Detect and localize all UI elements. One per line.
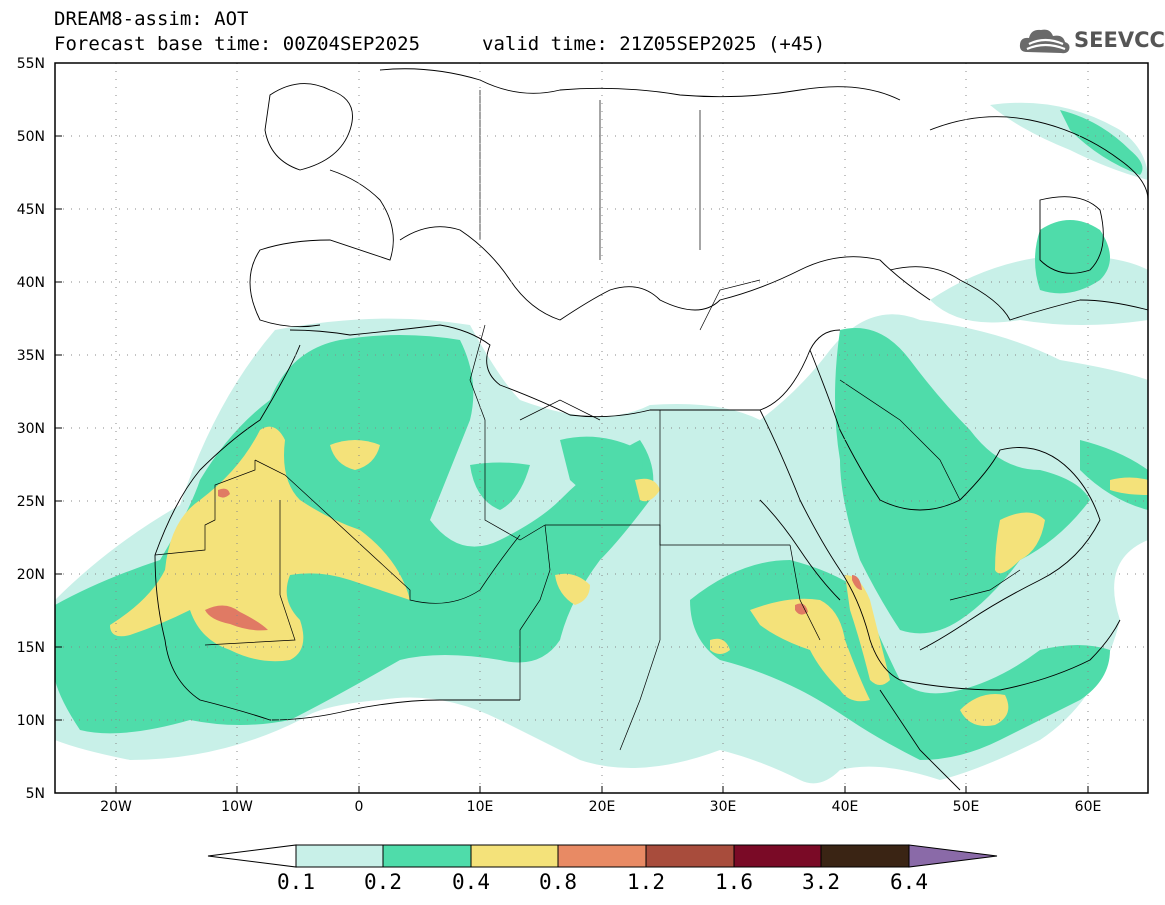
map-title: DREAM8-assim: AOT — [54, 8, 249, 30]
lat-label: 25N — [17, 494, 45, 510]
lat-label: 30N — [17, 421, 45, 437]
lat-label: 50N — [17, 129, 45, 145]
colorbar-swatch — [557, 844, 647, 868]
colorbar-swatch — [382, 844, 472, 868]
colorbar-swatch — [470, 844, 559, 868]
aot-field — [55, 102, 1148, 784]
valid-time: valid time: 21Z05SEP2025 (+45) — [482, 33, 826, 55]
aot-level-0-8 — [205, 488, 862, 631]
lon-label: 60E — [1075, 799, 1102, 815]
colorbar-low-arrow — [207, 844, 297, 868]
lat-label: 45N — [17, 202, 45, 218]
colorbar-label: 0.2 — [364, 870, 402, 894]
country-borders — [154, 90, 1021, 751]
colorbar-label: 0.1 — [277, 870, 315, 894]
lon-label: 50E — [953, 799, 980, 815]
colorbar-swatch — [295, 844, 384, 868]
logo-text: SEEVCCC — [1074, 28, 1165, 52]
lon-label: 10E — [467, 799, 494, 815]
colorbar-label: 3.2 — [802, 870, 840, 894]
seevccc-logo: SEEVCCC — [1017, 24, 1165, 58]
colorbar-swatch — [645, 844, 735, 868]
latitude-labels: 55N 50N 45N 40N 35N 30N 25N 20N 15N 10N … — [17, 56, 45, 802]
lon-label: 40E — [832, 799, 859, 815]
lon-label: 20E — [589, 799, 616, 815]
colorbar-label: 1.6 — [715, 870, 753, 894]
ticks — [55, 62, 1089, 794]
colorbar-label: 0.4 — [452, 870, 490, 894]
lat-label: 35N — [17, 348, 45, 364]
lat-label: 15N — [17, 640, 45, 656]
forecast-base-time: Forecast base time: 00Z04SEP2025 — [54, 33, 421, 55]
colorbar-high-arrow — [908, 844, 998, 868]
lat-label: 40N — [17, 275, 45, 291]
lon-label: 10W — [221, 799, 253, 815]
lat-label: 55N — [17, 56, 45, 72]
longitude-labels: 20W 10W 0 10E 20E 30E 40E 50E 60E — [100, 799, 1101, 815]
lon-label: 0 — [355, 799, 364, 815]
colorbar-label: 6.4 — [890, 870, 928, 894]
grid — [55, 63, 1148, 793]
colorbar-swatch — [733, 844, 822, 868]
lon-label: 30E — [710, 799, 737, 815]
colorbar-label: 0.8 — [539, 870, 577, 894]
colorbar — [207, 844, 998, 868]
lat-label: 10N — [17, 713, 45, 729]
lon-label: 20W — [100, 799, 132, 815]
colorbar-label: 1.2 — [627, 870, 665, 894]
coastlines — [154, 68, 1148, 791]
colorbar-swatch — [820, 844, 910, 868]
lat-label: 5N — [26, 786, 45, 802]
lat-label: 20N — [17, 567, 45, 583]
cloud-icon — [1019, 29, 1070, 54]
